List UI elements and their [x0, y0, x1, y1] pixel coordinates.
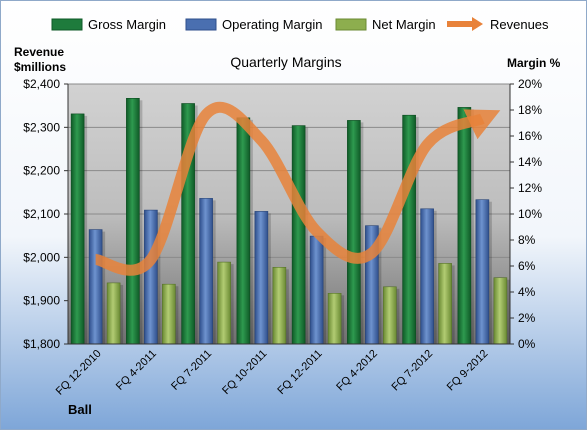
left-tick-label: $2,100	[23, 207, 60, 221]
right-tick-label: 12%	[518, 181, 542, 195]
bar-operating-margin	[199, 198, 213, 345]
right-tick-label: 14%	[518, 155, 542, 169]
legend: Gross Margin Operating Margin Net Margin…	[51, 17, 549, 32]
bar-net-margin	[327, 292, 342, 345]
right-tick-label: 16%	[518, 129, 542, 143]
bar-net-margin	[272, 266, 287, 345]
grid-lines	[68, 83, 510, 345]
legend-item-net-margin: Net Margin	[335, 17, 436, 32]
bar-operating-margin	[475, 199, 490, 345]
legend-label-net-margin: Net Margin	[372, 17, 436, 32]
right-tick-label: 0%	[518, 337, 536, 351]
bar-net-margin	[383, 286, 397, 345]
legend-swatch-net-margin	[335, 18, 367, 31]
left-tick-label: $2,400	[23, 77, 60, 91]
left-axis-label-line2: $millions	[14, 60, 66, 74]
bar-net-margin	[106, 282, 121, 345]
bar-operating-margin	[88, 229, 103, 345]
company-label: Ball	[68, 402, 92, 417]
right-tick-label: 18%	[518, 103, 542, 117]
legend-item-operating-margin: Operating Margin	[185, 17, 322, 32]
bar-gross-margin	[236, 117, 251, 345]
left-tick-label: $1,900	[23, 294, 60, 308]
bar-operating-margin	[144, 209, 158, 345]
right-axis-label: Margin %	[507, 56, 561, 70]
legend-arrow-icon	[472, 17, 483, 31]
chart-title: Quarterly Margins	[230, 54, 341, 70]
bar-gross-margin	[126, 98, 140, 345]
bar-gross-margin	[347, 120, 361, 345]
bar-net-margin	[493, 277, 508, 345]
bar-gross-margin	[402, 114, 416, 345]
right-tick-label: 8%	[518, 233, 536, 247]
legend-label-revenues: Revenues	[490, 17, 549, 32]
right-tick-label: 10%	[518, 207, 542, 221]
bar-net-margin	[162, 283, 176, 345]
bar-net-margin	[438, 263, 452, 345]
bar-gross-margin	[457, 107, 472, 345]
left-tick-label: $2,300	[23, 120, 60, 134]
legend-swatch-operating-margin	[185, 18, 217, 31]
right-tick-label: 6%	[518, 259, 536, 273]
bars-group	[70, 98, 510, 345]
revenue-line	[94, 102, 501, 276]
right-tick-label: 4%	[518, 285, 536, 299]
legend-label-operating-margin: Operating Margin	[222, 17, 322, 32]
right-tick-label: 2%	[518, 311, 536, 325]
revenue-line-group	[94, 102, 501, 276]
legend-label-gross-margin: Gross Margin	[88, 17, 166, 32]
left-tick-label: $2,200	[23, 164, 60, 178]
bar-gross-margin	[291, 125, 306, 345]
legend-item-revenues: Revenues	[447, 17, 549, 32]
legend-swatch-gross-margin	[51, 18, 83, 31]
bar-net-margin	[217, 261, 231, 345]
bar-operating-margin	[420, 208, 434, 345]
bar-operating-margin	[254, 211, 269, 345]
bar-gross-margin	[70, 113, 85, 345]
left-tick-label: $2,000	[23, 250, 60, 264]
bar-operating-margin	[309, 235, 324, 345]
legend-item-gross-margin: Gross Margin	[51, 17, 166, 32]
right-tick-label: 20%	[518, 77, 542, 91]
left-axis-label-line1: Revenue	[14, 45, 64, 59]
left-tick-label: $1,800	[23, 337, 60, 351]
